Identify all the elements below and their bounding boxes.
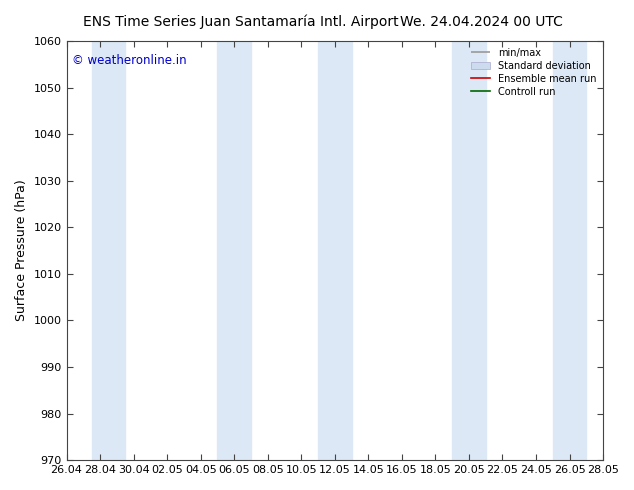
Text: ENS Time Series Juan Santamaría Intl. Airport: ENS Time Series Juan Santamaría Intl. Ai… [83,15,399,29]
Legend: min/max, Standard deviation, Ensemble mean run, Controll run: min/max, Standard deviation, Ensemble me… [467,44,600,100]
Text: We. 24.04.2024 00 UTC: We. 24.04.2024 00 UTC [401,15,563,29]
Bar [318,41,352,460]
Bar [217,41,251,460]
Y-axis label: Surface Pressure (hPa): Surface Pressure (hPa) [15,180,28,321]
Text: © weatheronline.in: © weatheronline.in [72,53,186,67]
Bar [452,41,486,460]
Bar [92,41,126,460]
Bar [553,41,586,460]
